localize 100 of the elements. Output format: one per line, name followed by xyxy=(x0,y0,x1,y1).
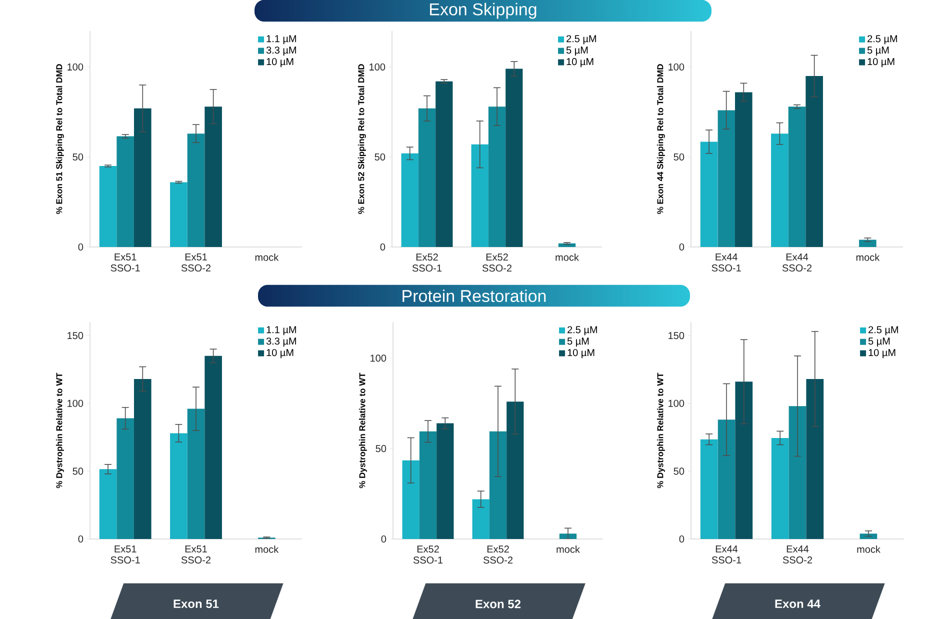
x-axis-title: Exon 44 xyxy=(775,600,820,608)
legend-label: 5 µM xyxy=(868,338,890,347)
bar xyxy=(187,134,205,247)
y-tick-label: 0 xyxy=(78,535,84,543)
bar xyxy=(170,433,188,539)
bar xyxy=(471,144,488,247)
y-tick-label: 50 xyxy=(374,153,386,161)
legend-label: 10 µM xyxy=(868,58,894,68)
bar xyxy=(771,438,789,539)
bar xyxy=(116,136,134,247)
x-tick-label: Ex51 SSO-1 xyxy=(110,546,140,564)
x-axis-title: Exon 51 xyxy=(174,600,219,608)
bar xyxy=(402,460,420,539)
bar xyxy=(204,356,222,539)
y-tick-label: 50 xyxy=(674,468,684,475)
bar xyxy=(99,469,117,539)
legend-label: 5 µM xyxy=(867,46,889,56)
chart-title: Exon Skipping xyxy=(430,2,536,19)
bar xyxy=(806,378,824,539)
legend-label: 5 µM xyxy=(567,338,589,347)
bar xyxy=(771,134,788,247)
legend-label: 3.3 µM xyxy=(266,46,296,56)
y-tick-label: 100 xyxy=(370,63,386,71)
bar xyxy=(116,418,134,539)
x-tick-label: Ex44 SSO-2 xyxy=(782,546,812,564)
y-tick-label: 150 xyxy=(68,332,84,340)
y-tick-label: 100 xyxy=(668,63,684,71)
y-axis-title: % Exon 44 Skipping Rel to Total DMD xyxy=(656,64,665,214)
y-tick-label: 0 xyxy=(78,243,84,251)
chart-title: Protein Restoration xyxy=(402,290,546,302)
y-axis-title: % Dystrophin Relative to WT xyxy=(656,372,665,488)
x-tick-label: Ex51 SSO-2 xyxy=(181,254,211,272)
y-axis-title: % Dystrophin Relative to WT xyxy=(56,372,64,488)
x-tick-label: mock xyxy=(556,546,580,553)
x-tick-label: mock xyxy=(556,254,579,261)
y-tick-label: 100 xyxy=(668,400,684,407)
legend-label: 2.5 µM xyxy=(868,35,897,44)
legend-label: 10 µM xyxy=(568,349,594,358)
legend-label: 10 µM xyxy=(266,349,294,358)
bar xyxy=(506,402,524,539)
x-axis-title: Exon 52 xyxy=(476,600,521,608)
legend-label: 2.5 µM xyxy=(566,35,596,44)
x-tick-label: Ex52 SSO-2 xyxy=(483,546,513,564)
bar xyxy=(170,182,188,247)
bar xyxy=(718,110,735,247)
y-tick-label: 50 xyxy=(674,153,684,161)
bar xyxy=(859,240,876,247)
y-tick-label: 50 xyxy=(376,445,386,452)
legend-label: 1.1 µM xyxy=(266,35,296,44)
bar xyxy=(419,431,437,539)
bar xyxy=(99,166,117,247)
y-axis-title: % Dystrophin Relative to WT xyxy=(358,372,367,488)
y-tick-label: 100 xyxy=(370,354,386,362)
x-tick-label: Ex44 SSO-2 xyxy=(782,254,812,272)
y-tick-label: 150 xyxy=(668,332,684,340)
bar xyxy=(788,406,806,539)
y-tick-label: 100 xyxy=(68,400,84,407)
legend-label: 3.3 µM xyxy=(266,338,296,347)
y-axis-title: % Exon 52 Skipping Rel to Total DMD xyxy=(358,64,366,214)
bar xyxy=(436,423,454,539)
x-tick-label: mock xyxy=(857,546,880,553)
x-tick-label: mock xyxy=(255,254,279,261)
bar xyxy=(735,382,753,539)
x-tick-label: Ex44 SSO-1 xyxy=(712,546,742,564)
bar xyxy=(559,534,577,539)
bar xyxy=(472,499,490,539)
bar xyxy=(806,76,823,247)
bar xyxy=(734,92,752,247)
y-axis-title: % Exon 51 Skipping Rel to Total DMD xyxy=(56,64,64,214)
y-tick-label: 0 xyxy=(679,243,684,251)
bar xyxy=(488,106,506,247)
legend-label: 10 µM xyxy=(266,58,294,68)
x-tick-label: Ex51 SSO-2 xyxy=(181,546,211,564)
y-tick-label: 50 xyxy=(72,153,84,161)
legend-label: 2.5 µM xyxy=(868,326,898,336)
legend-label: 5 µM xyxy=(566,46,588,56)
bar xyxy=(788,106,806,247)
y-tick-label: 100 xyxy=(68,63,84,71)
bar xyxy=(134,378,152,539)
bar xyxy=(134,108,152,247)
bar xyxy=(718,420,736,539)
bar xyxy=(418,108,436,247)
bar xyxy=(401,153,418,247)
y-tick-label: 0 xyxy=(381,535,386,543)
y-tick-label: 50 xyxy=(72,468,84,475)
x-tick-label: Ex52 SSO-1 xyxy=(412,254,442,272)
bar xyxy=(204,106,222,247)
x-tick-label: Ex52 SSO-2 xyxy=(482,254,512,272)
x-tick-label: Ex51 SSO-1 xyxy=(110,254,140,272)
x-tick-label: Ex44 SSO-1 xyxy=(712,254,741,272)
x-tick-label: Ex52 SSO-1 xyxy=(413,546,443,564)
bar xyxy=(187,408,205,539)
bar xyxy=(558,243,576,247)
bar xyxy=(860,534,878,539)
bar xyxy=(700,439,718,539)
bar xyxy=(489,431,507,539)
bar xyxy=(436,81,453,247)
x-tick-label: mock xyxy=(856,254,880,261)
x-tick-label: mock xyxy=(255,546,279,553)
legend-label: 10 µM xyxy=(566,58,594,68)
